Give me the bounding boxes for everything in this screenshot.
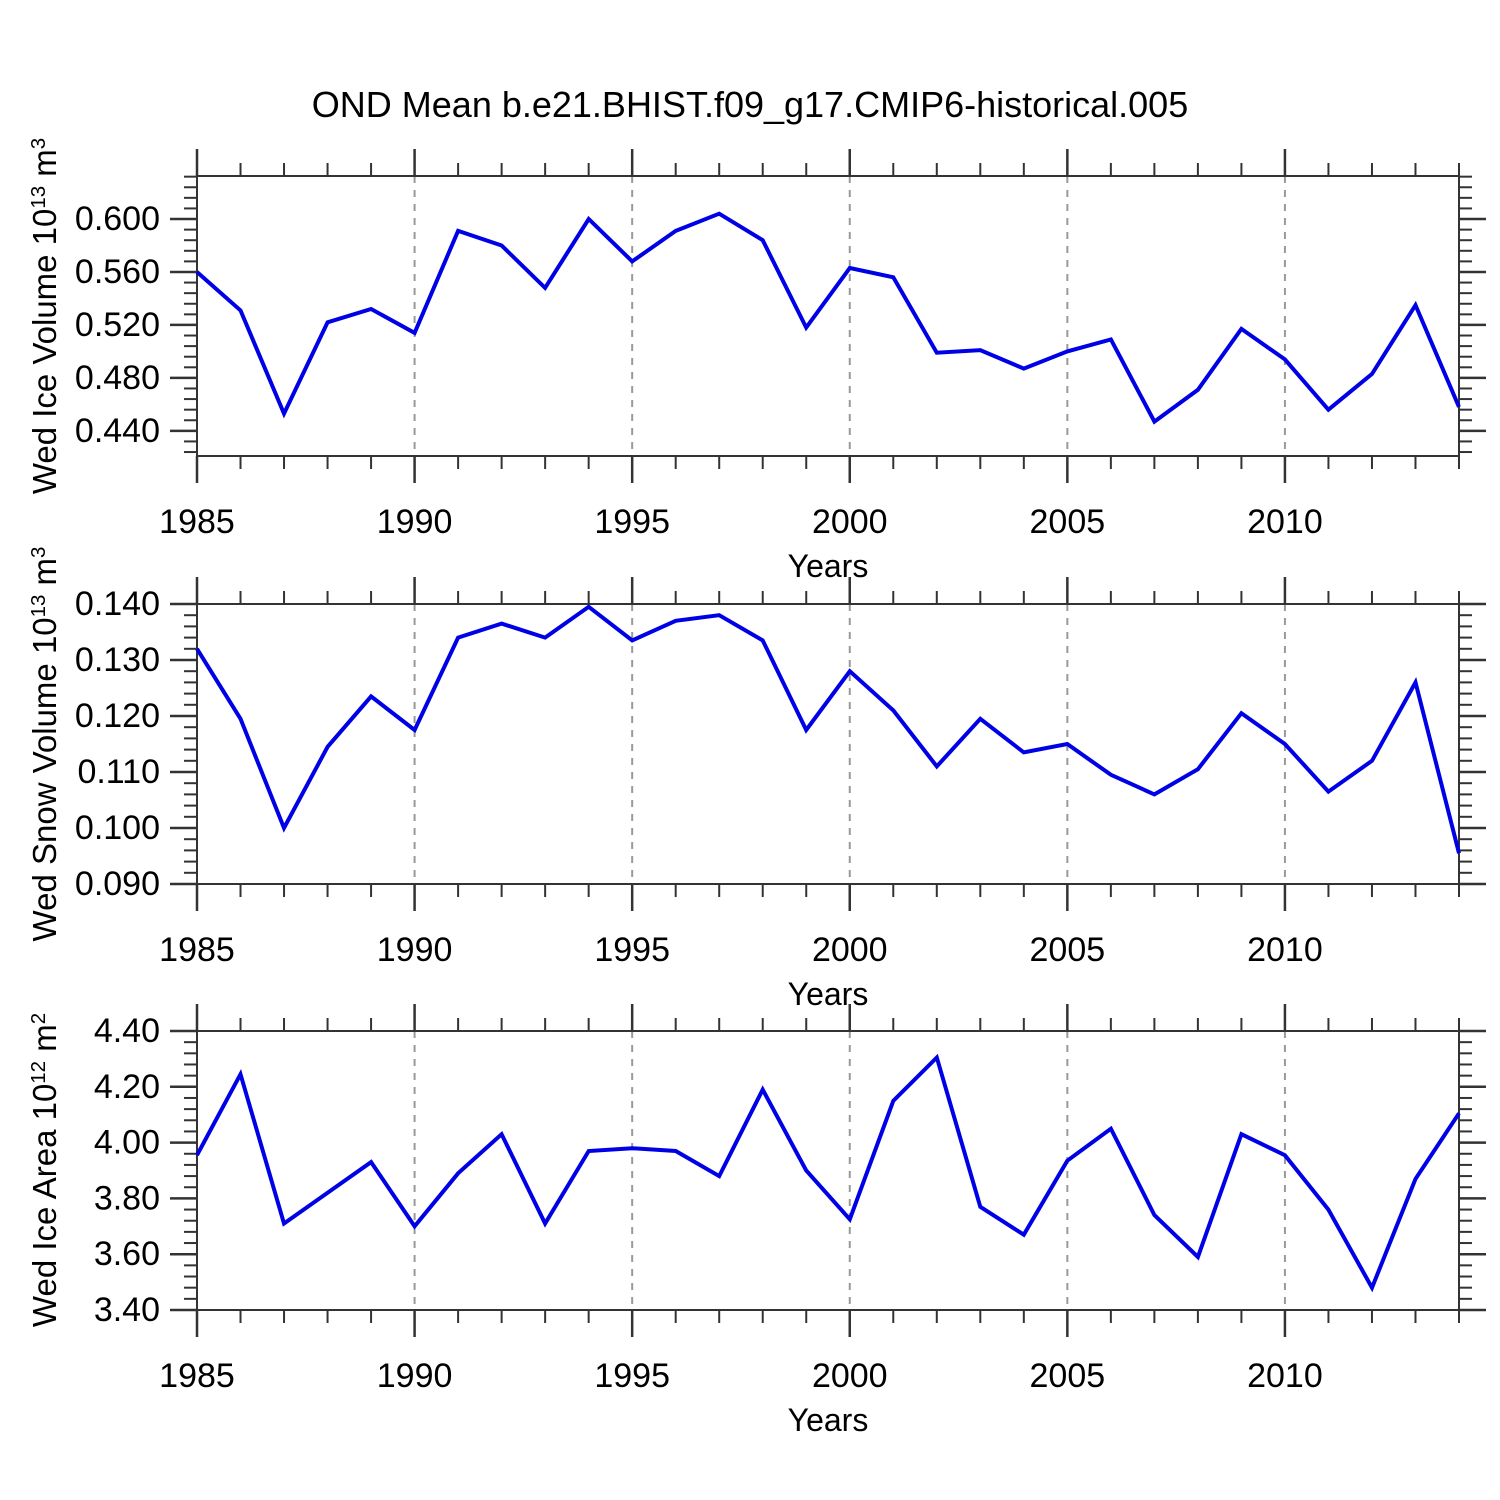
y-tick-label: 0.520 [75,306,160,344]
x-tick-label: 2010 [1247,503,1323,541]
y-tick-labels: 3.40 3.60 3.80 4.00 4.20 4.40 [94,1012,160,1329]
x-tick-label: 1985 [159,1357,235,1395]
plot-frame [196,175,1460,457]
plot-frame [196,603,1460,885]
wed-ice-area-panel: 3.40 3.60 3.80 4.00 4.20 4.40 1985 1990 1995 2000… [94,1004,1486,1395]
x-tick-label: 1990 [377,1357,453,1395]
y-tick-label: 0.090 [75,865,160,903]
x-tick-label: 2000 [812,1357,888,1395]
y-tick-labels: 0.090 0.100 0.110 0.120 0.130 0.140 [75,585,160,903]
y-tick-label: 3.80 [94,1179,160,1217]
x-tick-label: 1985 [159,931,235,969]
gridlines [413,176,1286,456]
x-tick-label: 1995 [594,931,670,969]
gridlines [413,604,1286,884]
y-tick-label: 0.130 [75,641,160,679]
x-tick-labels: 1985 1990 1995 2000 2005 2010 [159,931,1323,969]
y-tick-label: 4.00 [94,1124,160,1162]
y-tick-label: 0.140 [75,585,160,623]
x-tick-labels: 1985 1990 1995 2000 2005 2010 [159,1357,1323,1395]
x-tick-label: 2005 [1030,503,1106,541]
x-axis-title-middle-panel: Years [787,976,869,1012]
y-tick-label: 0.110 [77,753,160,791]
y-tick-label: 0.600 [75,200,160,238]
x-tick-label: 1990 [377,503,453,541]
y-tick-label: 3.60 [94,1235,160,1273]
x-tick-label: 1995 [594,503,670,541]
x-tick-labels: 1985 1990 1995 2000 2005 2010 [159,503,1323,541]
x-ticks [195,1004,1460,1337]
y-tick-label: 0.480 [75,359,160,397]
y-tick-label: 3.40 [94,1291,160,1329]
y-tick-label: 0.560 [75,253,160,291]
plot-frame [196,1030,1460,1311]
x-tick-label: 2010 [1247,931,1323,969]
x-tick-label: 2000 [812,503,888,541]
x-tick-label: 1995 [594,1357,670,1395]
x-ticks [195,149,1460,483]
y-tick-label: 0.440 [75,412,160,450]
y-ticks [170,602,1486,886]
y-ticks [170,175,1486,454]
plot-title: OND Mean b.e21.BHIST.f09_g17.CMIP6-histo… [311,84,1189,125]
wed-snow-volume-line [195,604,1461,854]
wed-ice-volume-panel: 0.440 0.480 0.520 0.560 0.600 1985 1990 1995 200… [75,149,1486,541]
x-ticks [195,577,1460,911]
y-ticks [170,1029,1486,1312]
y-tick-label: 4.40 [94,1012,160,1050]
x-tick-label: 2005 [1030,931,1106,969]
y-tick-label: 0.100 [75,809,160,847]
wed-ice-area-line [195,1053,1461,1293]
x-axis-title-top-panel: Years [787,548,869,584]
x-tick-label: 1990 [377,931,453,969]
x-tick-label: 2000 [812,931,888,969]
x-tick-label: 2010 [1247,1357,1323,1395]
y-tick-labels: 0.440 0.480 0.520 0.560 0.600 [75,200,160,450]
x-tick-label: 2005 [1030,1357,1106,1395]
x-axis-title-bottom-panel: Years [787,1402,869,1438]
gridlines [413,1031,1286,1310]
wed-ice-volume-line [195,211,1461,425]
y-tick-label: 4.20 [94,1068,160,1106]
y-tick-label: 0.120 [75,697,160,735]
x-tick-label: 1985 [159,503,235,541]
